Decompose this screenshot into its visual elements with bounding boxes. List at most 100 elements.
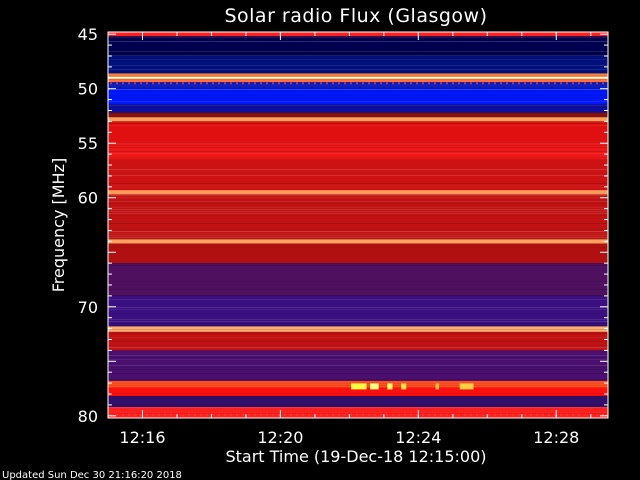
interference-dot	[194, 82, 196, 85]
interference-dot	[500, 413, 502, 416]
texture-line	[108, 183, 608, 184]
interference-dot	[554, 82, 556, 85]
texture-line	[108, 211, 608, 212]
interference-dot	[530, 413, 532, 416]
interference-dot	[488, 82, 490, 85]
interference-dot	[434, 82, 436, 85]
interference-dot	[548, 413, 550, 416]
interference-dot	[206, 413, 208, 416]
frequency-band-12	[108, 143, 608, 160]
interference-dot	[332, 82, 334, 85]
interference-dot	[494, 413, 496, 416]
interference-dot	[440, 82, 442, 85]
interference-dot	[242, 82, 244, 85]
interference-dot	[344, 413, 346, 416]
texture-line	[108, 53, 608, 54]
interference-dot	[584, 82, 586, 85]
texture-line	[108, 55, 608, 56]
interference-dot	[368, 413, 370, 416]
texture-line	[108, 329, 608, 330]
interference-dot	[374, 82, 376, 85]
frequency-band-4	[108, 76, 608, 79]
texture-line	[108, 59, 608, 60]
interference-dot	[548, 82, 550, 85]
interference-dot	[428, 413, 430, 416]
y-tick-label-55: 55	[78, 134, 98, 153]
frequency-band-22	[108, 350, 608, 381]
texture-line	[108, 215, 608, 216]
burst-0	[351, 383, 367, 390]
texture-line	[108, 143, 608, 144]
frequency-band-8	[108, 103, 608, 113]
interference-dot	[410, 82, 412, 85]
interference-dot	[572, 82, 574, 85]
texture-line	[108, 87, 608, 88]
interference-dot	[260, 413, 262, 416]
interference-dot	[224, 82, 226, 85]
frequency-band-2	[108, 55, 608, 74]
interference-dot	[476, 413, 478, 416]
interference-dot	[140, 413, 142, 416]
texture-line	[108, 65, 608, 66]
y-tick-label-45: 45	[78, 25, 98, 44]
interference-dot	[182, 413, 184, 416]
interference-dot	[458, 82, 460, 85]
texture-line	[108, 379, 608, 380]
texture-line	[108, 331, 608, 332]
interference-dot	[230, 413, 232, 416]
burst-3	[401, 383, 407, 390]
frequency-band-20	[108, 326, 608, 332]
interference-dot	[164, 82, 166, 85]
interference-dot	[446, 413, 448, 416]
frequency-band-18	[108, 263, 608, 296]
interference-dot	[422, 82, 424, 85]
interference-dot	[134, 413, 136, 416]
interference-dot	[314, 82, 316, 85]
texture-line	[108, 147, 608, 148]
interference-dot	[464, 82, 466, 85]
interference-dot	[584, 413, 586, 416]
interference-dot	[158, 413, 160, 416]
interference-dot	[242, 413, 244, 416]
texture-line	[108, 123, 608, 124]
texture-line	[108, 413, 608, 414]
texture-line	[108, 265, 608, 266]
interference-dot	[536, 413, 538, 416]
texture-line	[108, 307, 608, 308]
interference-dot	[518, 413, 520, 416]
texture-line	[108, 107, 608, 108]
texture-line	[108, 295, 608, 296]
interference-dot	[338, 82, 340, 85]
interference-dot	[344, 82, 346, 85]
interference-dot	[302, 413, 304, 416]
interference-dot	[560, 82, 562, 85]
interference-dot	[356, 413, 358, 416]
interference-dot	[350, 413, 352, 416]
interference-dot	[596, 82, 598, 85]
interference-dot	[278, 413, 280, 416]
interference-dot	[320, 413, 322, 416]
interference-dot	[224, 413, 226, 416]
interference-dot	[380, 413, 382, 416]
interference-dot	[308, 413, 310, 416]
texture-line	[108, 91, 608, 92]
interference-dot	[386, 413, 388, 416]
interference-dot	[116, 413, 118, 416]
y-tick-label-50: 50	[78, 80, 98, 99]
interference-dot	[578, 413, 580, 416]
texture-line	[108, 395, 608, 396]
interference-dot	[392, 413, 394, 416]
interference-dot	[554, 413, 556, 416]
texture-line	[108, 365, 608, 366]
interference-dot	[266, 82, 268, 85]
interference-dot	[266, 413, 268, 416]
interference-dot	[500, 82, 502, 85]
interference-dot	[146, 82, 148, 85]
frequency-band-26	[108, 407, 608, 418]
texture-line	[108, 357, 608, 358]
interference-dot	[416, 82, 418, 85]
texture-line	[108, 37, 608, 38]
interference-dot	[602, 413, 604, 416]
frequency-band-11	[108, 121, 608, 144]
